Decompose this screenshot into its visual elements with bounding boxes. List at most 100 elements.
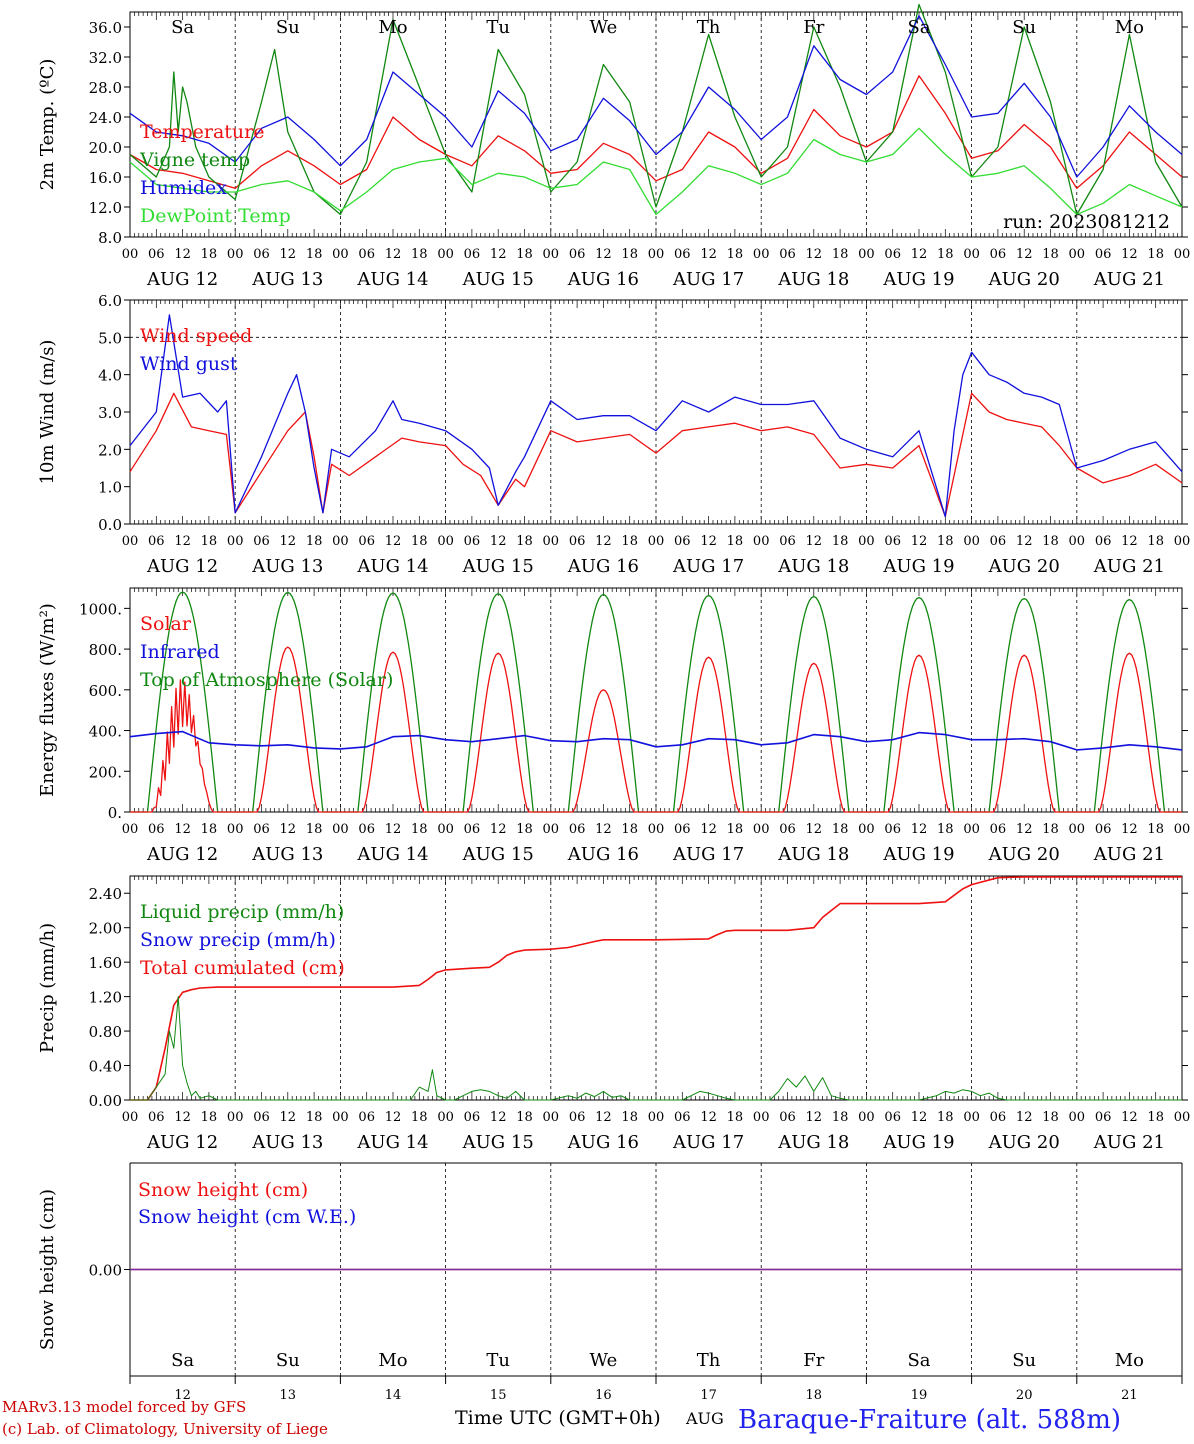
hour-tick-label: 12 bbox=[595, 247, 612, 262]
hour-tick-label: 00 bbox=[1174, 534, 1191, 549]
y-axis-label: 2m Temp. (ºC) bbox=[37, 59, 58, 191]
hour-tick-label: 12 bbox=[806, 534, 823, 549]
hour-tick-label: 18 bbox=[411, 247, 428, 262]
weekday-label: We bbox=[590, 1350, 618, 1371]
date-tick-label: AUG 17 bbox=[672, 1132, 744, 1153]
hour-tick-label: 18 bbox=[832, 822, 849, 837]
hour-tick-label: 12 bbox=[280, 534, 297, 549]
hour-tick-label: 00 bbox=[227, 534, 244, 549]
y-tick-label: 16.0 bbox=[89, 169, 122, 187]
hour-tick-label: 12 bbox=[911, 534, 928, 549]
weekday-label: We bbox=[590, 17, 618, 38]
weekday-label: Th bbox=[697, 1350, 721, 1371]
hour-tick-label: 12 bbox=[700, 247, 717, 262]
hour-tick-label: 06 bbox=[358, 247, 375, 262]
hour-tick-label: 12 bbox=[595, 534, 612, 549]
station-name: Baraque-Fraiture (alt. 588m) bbox=[738, 1405, 1121, 1435]
weekday-label: Th bbox=[697, 17, 721, 38]
hour-tick-label: 18 bbox=[937, 1110, 954, 1125]
date-tick-label: AUG 15 bbox=[462, 269, 534, 290]
hour-tick-label: 18 bbox=[201, 247, 218, 262]
date-tick-label: AUG 13 bbox=[251, 844, 323, 865]
hour-tick-label: 00 bbox=[437, 822, 454, 837]
hour-tick-label: 18 bbox=[1147, 247, 1164, 262]
hour-tick-label: 18 bbox=[937, 822, 954, 837]
hour-tick-label: 18 bbox=[201, 1110, 218, 1125]
hour-tick-label: 00 bbox=[648, 822, 665, 837]
hour-tick-label: 18 bbox=[621, 822, 638, 837]
y-tick-label: 400. bbox=[89, 723, 122, 741]
weekday-label: Sa bbox=[171, 1350, 194, 1371]
hour-tick-label: 06 bbox=[990, 534, 1007, 549]
date-tick-label: AUG 18 bbox=[777, 269, 849, 290]
legend-entry: Snow precip (mm/h) bbox=[140, 929, 336, 951]
y-tick-label: 3.0 bbox=[98, 404, 122, 422]
hour-tick-label: 06 bbox=[253, 822, 270, 837]
hour-tick-label: 00 bbox=[332, 822, 349, 837]
date-tick-label: AUG 16 bbox=[567, 844, 639, 865]
y-axis-label: Precip (mm/h) bbox=[37, 923, 58, 1053]
series-line-dewpoint-temp bbox=[129, 127, 1183, 216]
hour-tick-label: 18 bbox=[1042, 247, 1059, 262]
legend-entry: Temperature bbox=[140, 121, 264, 143]
footer-lab-line: (c) Lab. of Climatology, University of L… bbox=[2, 1420, 328, 1438]
temperature-panel: 8.0 12.0 16.0 20.0 24.0 28.0 32.0 36.0 2m Temp. … bbox=[37, 3, 1191, 290]
weekday-label: Sa bbox=[171, 17, 194, 38]
y-tick-label: 2.0 bbox=[98, 441, 122, 459]
hour-tick-label: 12 bbox=[280, 1110, 297, 1125]
date-tick-label: AUG 21 bbox=[1093, 556, 1165, 577]
date-tick-label: AUG 12 bbox=[146, 556, 218, 577]
hour-tick-label: 00 bbox=[1174, 247, 1191, 262]
hour-tick-label: 06 bbox=[990, 247, 1007, 262]
hour-tick-label: 00 bbox=[648, 534, 665, 549]
series-line-humidex bbox=[129, 15, 1183, 178]
hour-tick-label: 06 bbox=[1095, 247, 1112, 262]
series-line-total-cumulated-cm- bbox=[130, 876, 1182, 1101]
y-tick-label: 600. bbox=[89, 682, 122, 700]
hour-tick-label: 00 bbox=[122, 247, 139, 262]
date-tick-label: AUG 21 bbox=[1093, 1132, 1165, 1153]
hour-tick-label: 18 bbox=[201, 534, 218, 549]
hour-tick-label: 12 bbox=[1121, 534, 1138, 549]
hour-tick-label: 18 bbox=[727, 247, 744, 262]
day-number-label: 17 bbox=[700, 1388, 717, 1403]
hour-tick-label: 00 bbox=[227, 247, 244, 262]
weekday-label: Su bbox=[276, 1350, 300, 1371]
series-line-wind-speed bbox=[129, 392, 1183, 518]
y-tick-label: 20.0 bbox=[89, 139, 122, 157]
hour-tick-label: 18 bbox=[516, 534, 533, 549]
y-axis-label: 10m Wind (m/s) bbox=[37, 340, 58, 485]
hour-tick-label: 00 bbox=[437, 1110, 454, 1125]
hour-tick-label: 00 bbox=[1174, 1110, 1191, 1125]
hour-tick-label: 18 bbox=[727, 534, 744, 549]
hour-tick-label: 06 bbox=[253, 534, 270, 549]
y-tick-label: 6.0 bbox=[98, 292, 122, 310]
y-tick-label: 1.20 bbox=[89, 989, 122, 1007]
hour-tick-label: 06 bbox=[253, 247, 270, 262]
hour-tick-label: 00 bbox=[753, 1110, 770, 1125]
hour-tick-label: 12 bbox=[806, 247, 823, 262]
date-tick-label: AUG 13 bbox=[251, 1132, 323, 1153]
date-tick-label: AUG 20 bbox=[988, 1132, 1060, 1153]
hour-tick-label: 12 bbox=[280, 822, 297, 837]
hour-tick-label: 12 bbox=[806, 822, 823, 837]
hour-tick-label: 00 bbox=[963, 822, 980, 837]
series-line-vigne-temp bbox=[129, 3, 1183, 216]
day-number-label: 15 bbox=[490, 1388, 507, 1403]
hour-tick-label: 06 bbox=[884, 247, 901, 262]
hour-tick-label: 00 bbox=[1069, 1110, 1086, 1125]
legend-entry: Infrared bbox=[140, 641, 220, 663]
weekday-label: Fr bbox=[803, 1350, 824, 1371]
y-tick-label: 2.00 bbox=[89, 920, 122, 938]
hour-tick-label: 06 bbox=[674, 534, 691, 549]
weekday-label: Su bbox=[276, 17, 300, 38]
hour-tick-label: 06 bbox=[148, 247, 165, 262]
y-tick-label: 24.0 bbox=[89, 109, 122, 127]
legend-entry: Snow height (cm W.E.) bbox=[138, 1206, 356, 1228]
energy-flux-panel: 0. 200. 400. 600. 800. 1000. Energy fluxes (W/… bbox=[37, 587, 1190, 865]
hour-tick-label: 12 bbox=[1016, 1110, 1033, 1125]
hour-tick-label: 00 bbox=[1069, 247, 1086, 262]
hour-tick-label: 12 bbox=[280, 247, 297, 262]
y-tick-label: 0.00 bbox=[89, 1092, 122, 1110]
hour-ticks bbox=[129, 300, 1183, 524]
